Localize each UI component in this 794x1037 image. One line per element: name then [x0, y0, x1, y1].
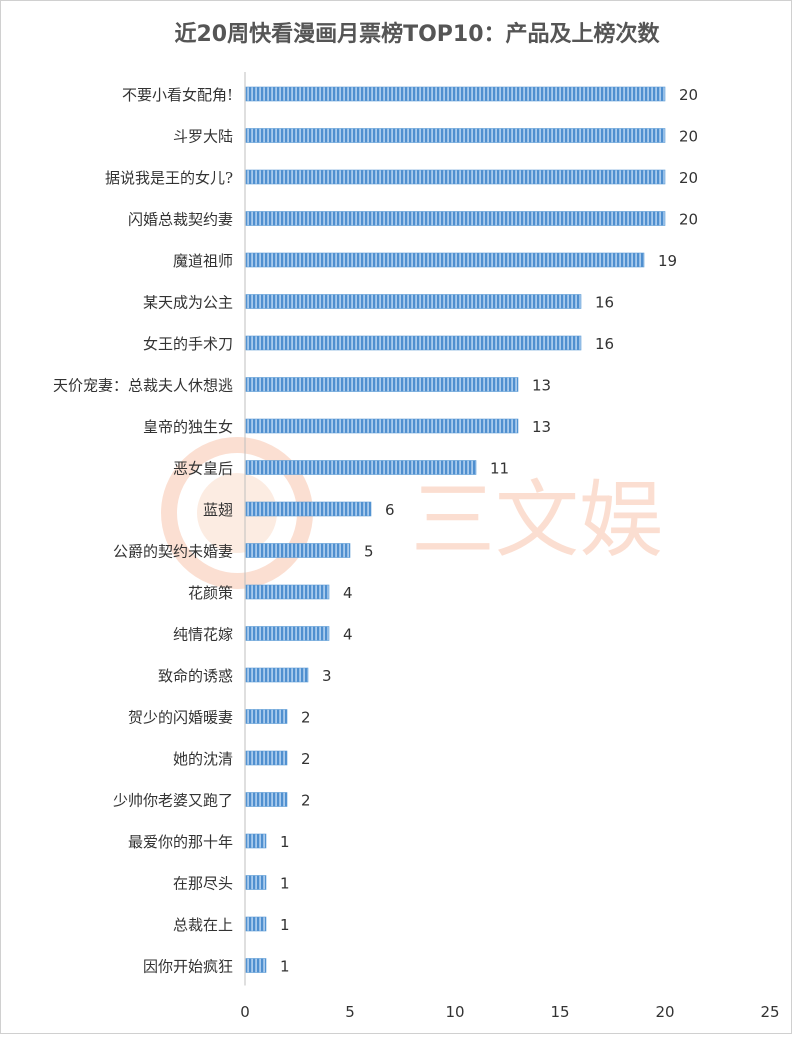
data-label: 20 [679, 169, 698, 187]
bar [245, 169, 666, 185]
data-label: 1 [280, 833, 290, 851]
data-label: 4 [343, 584, 353, 602]
bar [245, 418, 519, 434]
category-label: 魔道祖师 [173, 252, 233, 270]
category-label: 闪婚总裁契约妻 [128, 211, 233, 229]
data-label: 13 [532, 418, 551, 436]
x-tick-label: 25 [760, 1003, 779, 1021]
category-label: 致命的诱惑 [158, 667, 233, 685]
category-label: 因你开始疯狂 [143, 958, 233, 976]
bar [245, 335, 582, 351]
bar [245, 833, 267, 849]
category-label: 纯情花嫁 [173, 626, 233, 644]
category-label: 斗罗大陆 [173, 128, 233, 146]
x-tick-label: 20 [655, 1003, 674, 1021]
data-label: 3 [322, 667, 332, 685]
bar [245, 667, 309, 683]
bar [245, 626, 330, 641]
category-label: 总裁在上 [173, 916, 233, 934]
x-tick-label: 0 [240, 1003, 250, 1021]
category-label: 花颜策 [188, 584, 233, 602]
bar [245, 128, 666, 143]
data-label: 13 [532, 377, 551, 395]
category-label: 公爵的契约未婚妻 [113, 543, 233, 561]
x-tick-label: 15 [550, 1003, 569, 1021]
data-label: 1 [280, 958, 290, 976]
bar [245, 86, 666, 102]
category-label: 天价宠妻：总裁夫人休想逃 [53, 377, 233, 395]
bar [245, 709, 288, 724]
x-tick-label: 5 [345, 1003, 355, 1021]
bar [245, 958, 267, 973]
data-label: 20 [679, 128, 698, 146]
category-label: 恶女皇后 [173, 460, 233, 478]
category-label: 据说我是王的女儿? [105, 169, 233, 187]
bar [245, 543, 351, 558]
data-label: 11 [490, 460, 509, 478]
data-label: 6 [385, 501, 395, 519]
data-label: 1 [280, 875, 290, 893]
bar [245, 584, 330, 600]
bar [245, 377, 519, 392]
bar [245, 294, 582, 309]
watermark-text: 三文娱 [411, 471, 663, 569]
category-label: 在那尽头 [173, 875, 233, 893]
data-label: 20 [679, 86, 698, 104]
bar [245, 211, 666, 226]
category-label: 贺少的闪婚暖妻 [128, 709, 233, 727]
bar [245, 501, 372, 517]
bar [245, 792, 288, 807]
data-label: 4 [343, 626, 353, 644]
data-label: 2 [301, 709, 311, 727]
bar [245, 750, 288, 766]
bar [245, 916, 267, 932]
category-label: 皇帝的独生女 [143, 418, 233, 436]
category-label: 不要小看女配角! [122, 86, 233, 104]
data-label: 2 [301, 750, 311, 768]
data-label: 5 [364, 543, 374, 561]
bar [245, 460, 477, 475]
data-label: 20 [679, 211, 698, 229]
category-label: 少帅你老婆又跑了 [113, 792, 233, 810]
data-label: 1 [280, 916, 290, 934]
data-label: 16 [595, 294, 614, 312]
data-label: 2 [301, 792, 311, 810]
bar [245, 875, 267, 890]
category-label: 女王的手术刀 [143, 335, 233, 353]
category-label: 最爱你的那十年 [128, 833, 233, 851]
category-label: 蓝翅 [203, 501, 233, 519]
bar [245, 252, 645, 268]
category-label: 某天成为公主 [143, 294, 233, 312]
x-tick-label: 10 [445, 1003, 464, 1021]
chart-title: 近20周快看漫画月票榜TOP10：产品及上榜次数 [174, 21, 660, 47]
data-label: 16 [595, 335, 614, 353]
data-label: 19 [658, 252, 677, 270]
category-label: 她的沈清 [173, 750, 233, 768]
